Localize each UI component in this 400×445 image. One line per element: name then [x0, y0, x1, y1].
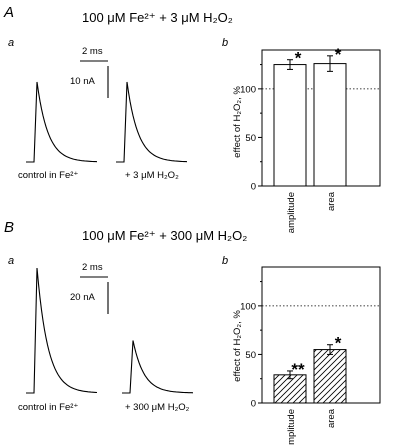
trace-label-treated: + 300 μM H₂O₂	[125, 402, 190, 413]
panel-letter: A	[3, 4, 14, 21]
significance-marker: **	[291, 360, 305, 379]
significance-marker: *	[335, 334, 342, 353]
panel-title: 100 μM Fe²⁺ + 3 μM H₂O₂	[82, 10, 233, 25]
panel-a: A 100 μM Fe²⁺ + 3 μM H₂O₂ a b 2 ms 10 nA…	[3, 4, 381, 233]
subpanel-b-letter: b	[222, 37, 228, 49]
subpanel-b-letter: b	[222, 255, 228, 267]
trace-control	[26, 267, 98, 394]
y-tick-label: 50	[245, 350, 256, 361]
trace-treated	[122, 340, 194, 394]
y-axis-label: effect of H₂O₂, %	[232, 310, 243, 382]
trace-label-treated: + 3 μM H₂O₂	[125, 170, 179, 181]
y-tick-label: 100	[240, 301, 256, 312]
subpanel-a-letter: a	[8, 37, 14, 49]
panel-title: 100 μM Fe²⁺ + 300 μM H₂O₂	[82, 228, 247, 243]
y-tick-label: 50	[245, 133, 256, 144]
significance-marker: *	[295, 49, 302, 68]
category-label: area	[326, 191, 337, 211]
bar-chart-a: 0 50 100 * amplitude * area	[240, 45, 381, 233]
current-scale-label: 10 nA	[70, 76, 95, 87]
category-label: amplitude	[286, 409, 297, 445]
category-label: amplitude	[286, 192, 297, 233]
y-tick-label: 0	[251, 399, 256, 410]
bar-area	[313, 349, 347, 404]
trace-control	[26, 81, 98, 163]
bar-area	[313, 63, 347, 187]
bar-chart-b: 0 50 100 ** amplitude * area	[240, 266, 381, 445]
trace-treated	[116, 81, 188, 163]
bar-amplitude	[273, 374, 307, 404]
time-scale-label: 2 ms	[82, 262, 103, 273]
category-label: area	[326, 408, 337, 428]
bar-amplitude	[273, 64, 307, 187]
y-tick-label: 0	[251, 182, 256, 193]
panel-b: B 100 μM Fe²⁺ + 300 μM H₂O₂ a b 2 ms 20 …	[4, 219, 381, 445]
panel-letter: B	[4, 219, 14, 236]
y-tick-label: 100	[240, 84, 256, 95]
y-axis-label: effect of H₂O₂, %	[232, 86, 243, 158]
subpanel-a-letter: a	[8, 255, 14, 267]
time-scale-label: 2 ms	[82, 46, 103, 57]
trace-label-control: control in Fe²⁺	[18, 402, 78, 413]
significance-marker: *	[335, 45, 342, 64]
current-scale-label: 20 nA	[70, 292, 95, 303]
trace-label-control: control in Fe²⁺	[18, 170, 78, 181]
